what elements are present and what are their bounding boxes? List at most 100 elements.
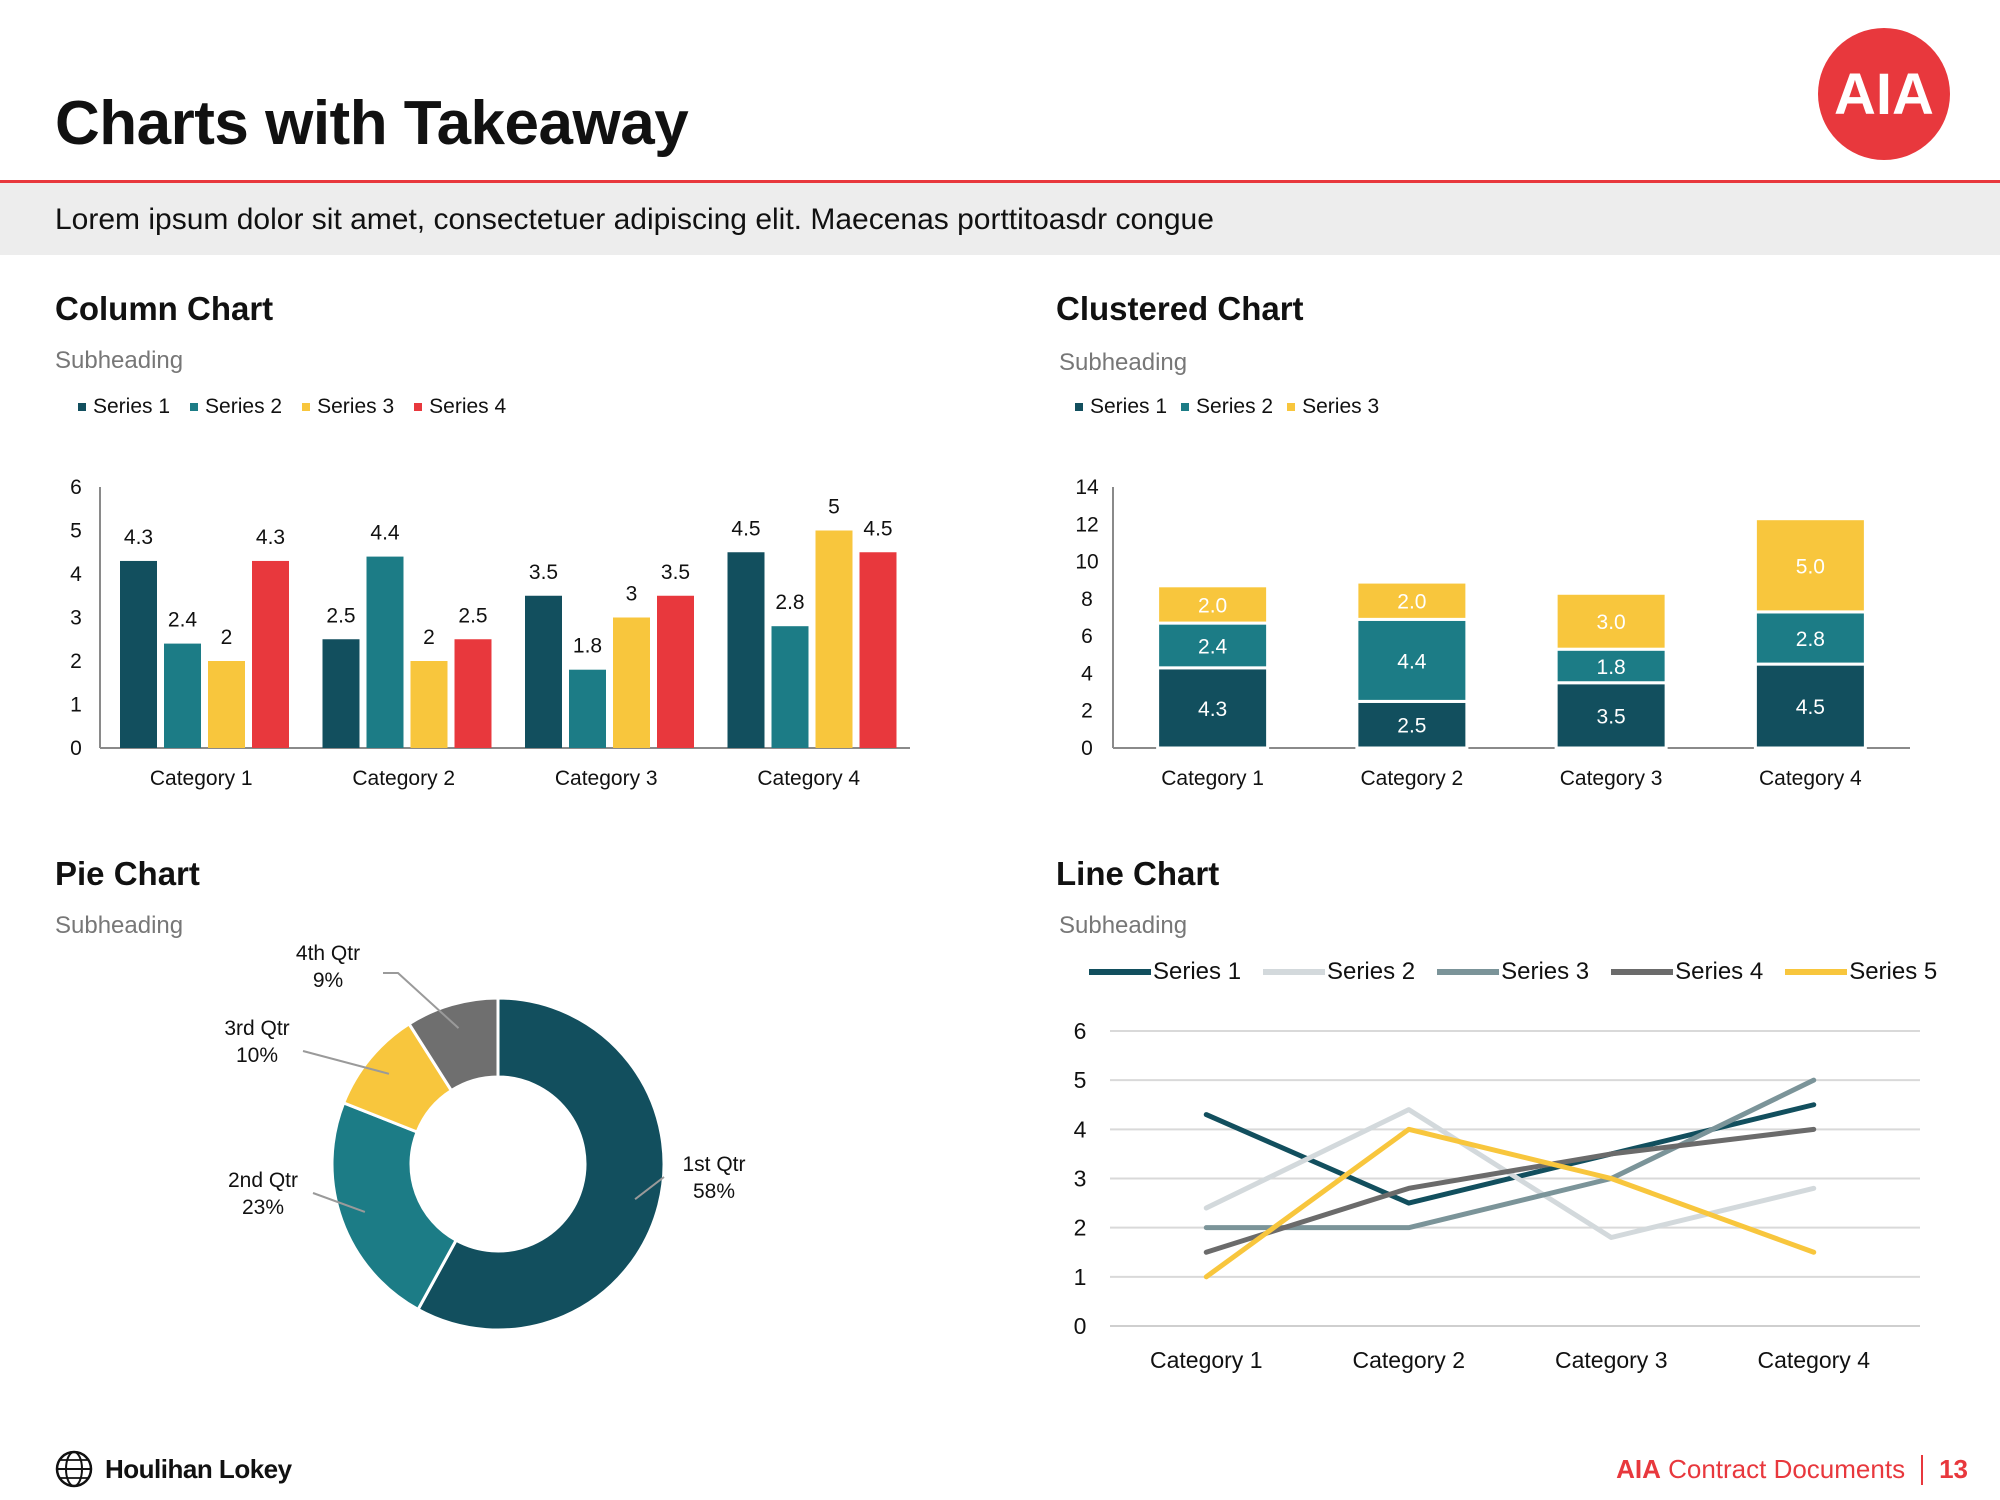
page-number: 13 bbox=[1939, 1454, 1968, 1484]
x-tick-label: Category 4 bbox=[1759, 767, 1862, 790]
legend-swatch bbox=[302, 403, 311, 411]
clustered-chart-subheading: Subheading bbox=[1059, 349, 1188, 376]
legend-swatch bbox=[1181, 403, 1190, 411]
bar bbox=[569, 669, 606, 748]
slice-percent-label: 9% bbox=[313, 969, 343, 992]
line-chart-title: Line Chart bbox=[1056, 855, 1220, 892]
page-title: Charts with Takeaway bbox=[55, 89, 689, 158]
y-tick-label: 2 bbox=[70, 650, 82, 673]
legend-line bbox=[1089, 969, 1151, 975]
footer-doc-bold: AIA bbox=[1616, 1454, 1661, 1484]
data-label: 5.0 bbox=[1796, 555, 1825, 578]
bar bbox=[252, 560, 289, 748]
x-tick-label: Category 3 bbox=[1555, 1347, 1668, 1373]
legend-item: Series 4 bbox=[414, 395, 506, 419]
stacked-bar-segment bbox=[1156, 584, 1270, 625]
y-tick-label: 6 bbox=[70, 476, 82, 499]
y-tick-label: 6 bbox=[1081, 625, 1093, 648]
legend-item: Series 3 bbox=[302, 395, 394, 419]
legend-swatch bbox=[78, 403, 86, 411]
y-tick-label: 6 bbox=[1074, 1018, 1087, 1044]
bar bbox=[454, 639, 492, 748]
stacked-bar-segment bbox=[1355, 699, 1469, 750]
y-tick-label: 14 bbox=[1075, 476, 1099, 499]
y-tick-label: 0 bbox=[70, 737, 82, 760]
legend-item: Series 1 bbox=[1089, 958, 1241, 986]
legend-line bbox=[1785, 969, 1848, 975]
data-label: 2.0 bbox=[1198, 594, 1227, 617]
pie-slice bbox=[415, 996, 666, 1332]
legend-swatch bbox=[1287, 403, 1296, 411]
legend-label: Series 4 bbox=[429, 395, 507, 418]
leader-line bbox=[312, 1192, 366, 1213]
legend-item: Series 1 bbox=[1075, 395, 1167, 419]
stacked-bar-segment bbox=[1753, 662, 1867, 750]
legend-label: Series 3 bbox=[317, 395, 395, 418]
x-tick-label: Category 2 bbox=[352, 767, 455, 790]
y-tick-label: 3 bbox=[70, 607, 82, 630]
column-chart-title: Column Chart bbox=[55, 290, 274, 327]
y-tick-label: 12 bbox=[1075, 513, 1098, 536]
y-tick-label: 4 bbox=[1074, 1116, 1087, 1142]
legend-label: Series 1 bbox=[1153, 958, 1242, 985]
y-tick-label: 8 bbox=[1081, 588, 1093, 611]
x-tick-label: Category 2 bbox=[1361, 767, 1464, 790]
legend-label: Series 1 bbox=[1090, 395, 1168, 418]
globe-icon bbox=[55, 1450, 93, 1488]
footer-brand-name: Houlihan Lokey bbox=[105, 1453, 292, 1484]
slice-percent-label: 23% bbox=[242, 1196, 284, 1219]
data-label: 3.5 bbox=[1597, 705, 1626, 728]
data-label: 3.5 bbox=[529, 561, 558, 584]
slice-percent-label: 58% bbox=[693, 1180, 735, 1203]
x-tick-label: Category 2 bbox=[1352, 1347, 1465, 1373]
data-label: 2 bbox=[221, 626, 233, 649]
pie-slice bbox=[330, 1100, 459, 1312]
y-tick-label: 1 bbox=[70, 694, 82, 717]
y-tick-label: 2 bbox=[1081, 700, 1093, 723]
aia-logo: AIA bbox=[1818, 28, 1950, 160]
data-label: 1.8 bbox=[1597, 656, 1626, 679]
y-tick-label: 5 bbox=[70, 520, 82, 543]
series-line bbox=[1203, 1077, 1817, 1231]
bar bbox=[859, 552, 897, 748]
y-tick-label: 10 bbox=[1075, 551, 1098, 574]
y-tick-label: 0 bbox=[1074, 1313, 1087, 1339]
legend-label: Series 1 bbox=[93, 395, 171, 418]
x-tick-label: Category 1 bbox=[150, 767, 253, 790]
legend-label: Series 2 bbox=[205, 395, 283, 418]
legend-item: Series 1 bbox=[78, 395, 170, 419]
line-chart-subheading: Subheading bbox=[1059, 912, 1188, 939]
legend-item: Series 2 bbox=[1263, 958, 1415, 986]
stacked-bar-segment bbox=[1753, 610, 1867, 666]
x-tick-label: Category 4 bbox=[1757, 1347, 1870, 1373]
legend-label: Series 3 bbox=[1302, 395, 1380, 418]
legend-item: Series 4 bbox=[1611, 958, 1763, 986]
data-label: 1.8 bbox=[573, 635, 602, 658]
data-label: 5 bbox=[828, 496, 840, 519]
leader-line bbox=[634, 1176, 665, 1200]
footer-doc-rest: Contract Documents bbox=[1660, 1454, 1906, 1484]
data-label: 4.3 bbox=[1198, 698, 1227, 721]
y-tick-label: 3 bbox=[1074, 1166, 1087, 1192]
legend-swatch bbox=[414, 403, 423, 411]
data-label: 3.5 bbox=[661, 561, 690, 584]
stacked-bar-segment bbox=[1554, 591, 1668, 651]
data-label: 4.4 bbox=[370, 522, 400, 545]
legend-label: Series 2 bbox=[1327, 958, 1416, 985]
legend-line bbox=[1611, 969, 1674, 975]
x-tick-label: Category 1 bbox=[1161, 767, 1264, 790]
clustered-chart-legend: Series 1 Series 2 Series 3 bbox=[1075, 395, 1399, 419]
line-chart-legend: Series 1 Series 2 Series 3 Series 4 Seri… bbox=[1089, 958, 1937, 986]
data-label: 4.4 bbox=[1397, 650, 1427, 673]
data-label: 4.5 bbox=[863, 517, 892, 540]
pie-chart-subheading: Subheading bbox=[55, 912, 184, 939]
legend-item: Series 2 bbox=[190, 395, 282, 419]
data-label: 2 bbox=[423, 626, 435, 649]
slice-name-label: 4th Qtr bbox=[296, 942, 360, 965]
data-label: 2.4 bbox=[168, 609, 198, 632]
bar bbox=[366, 556, 404, 748]
footer-brand: Houlihan Lokey bbox=[55, 1450, 292, 1488]
y-tick-label: 5 bbox=[1074, 1067, 1087, 1093]
y-tick-label: 0 bbox=[1081, 737, 1093, 760]
